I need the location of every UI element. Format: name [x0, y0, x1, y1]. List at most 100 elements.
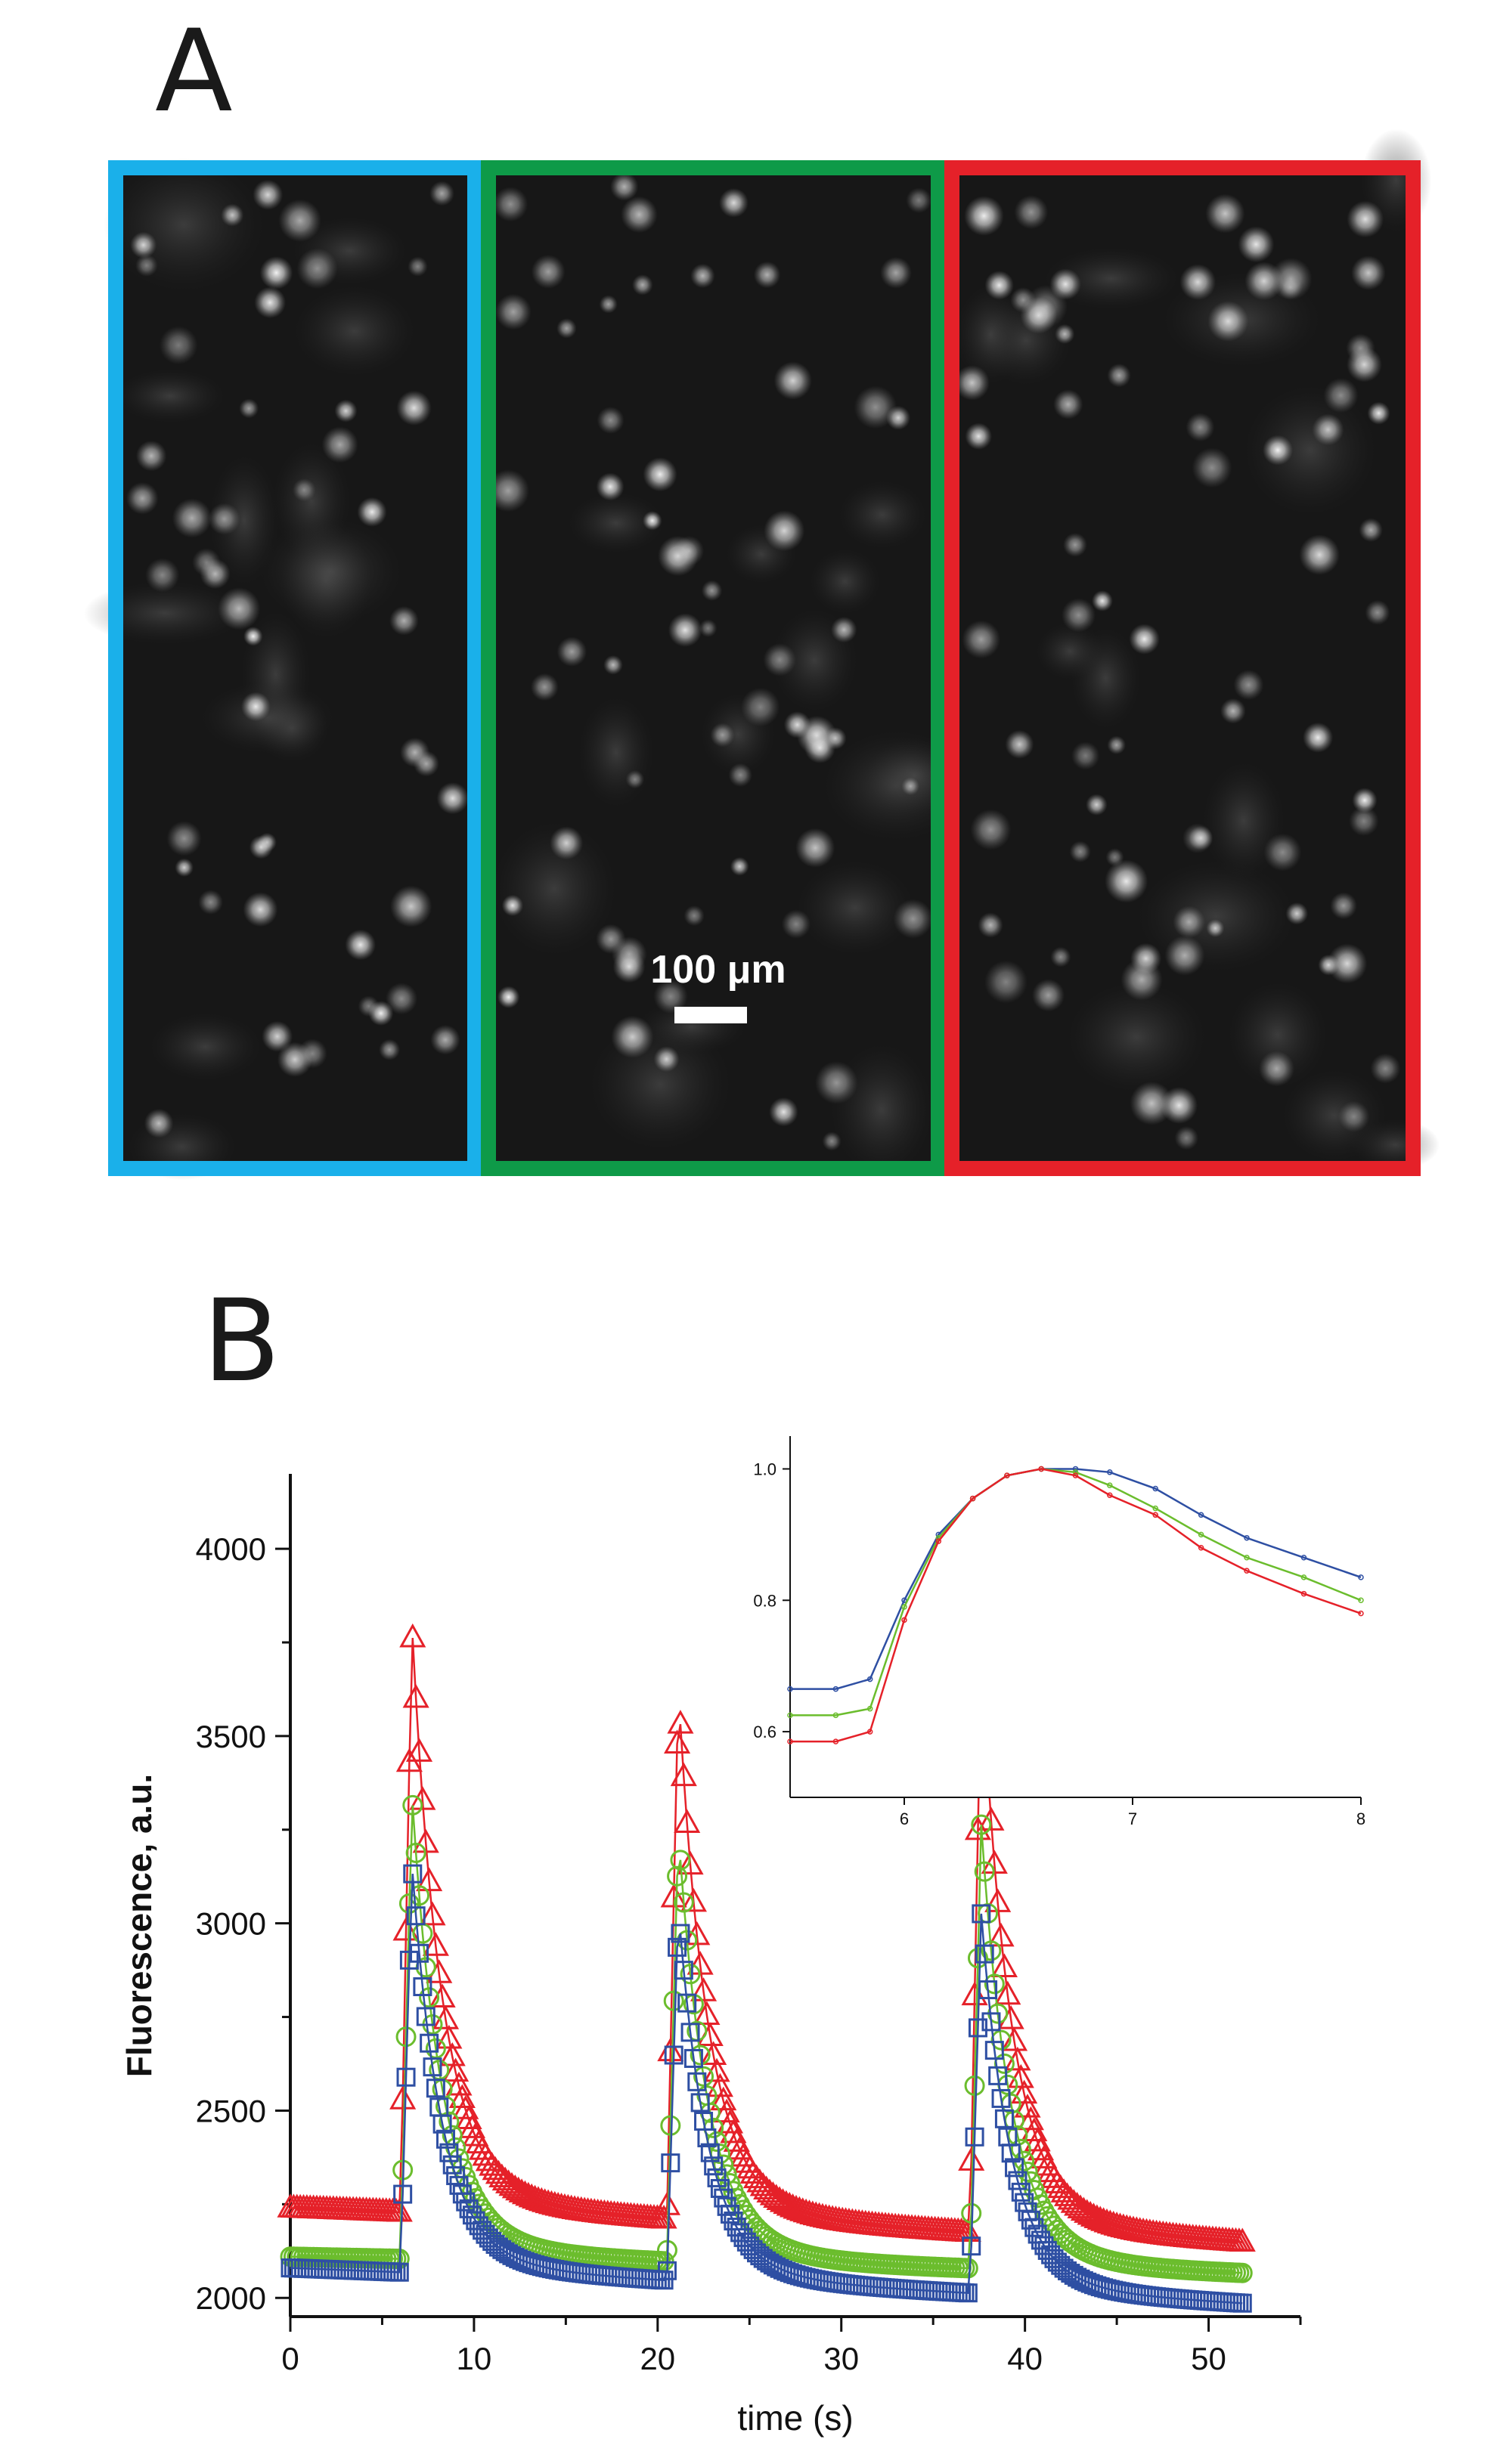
neuron-cell [1032, 979, 1065, 1012]
data-point [393, 2184, 413, 2204]
data-point [1000, 2026, 1028, 2051]
neuron-cell [880, 256, 912, 289]
neuropil-haze [1228, 982, 1327, 1088]
inset-y-tick-label: 1.0 [753, 1460, 776, 1478]
data-point [724, 2211, 743, 2230]
data-point [405, 1843, 426, 1864]
data-point [673, 1892, 694, 1913]
inset-series [787, 1466, 1364, 1744]
data-point [1060, 2189, 1087, 2213]
x-tick-label: 20 [640, 2341, 675, 2376]
inset-point [832, 1712, 839, 1719]
inset-point [935, 1538, 942, 1544]
data-point [1070, 2196, 1097, 2221]
data-point [1005, 2158, 1024, 2178]
y-tick-label: 2000 [196, 2280, 266, 2316]
neuron-cell [753, 261, 781, 289]
data-point [405, 1738, 433, 1762]
inset-point [969, 1495, 976, 1502]
data-point [674, 1961, 693, 1980]
data-point [972, 1904, 991, 1924]
inset-point [1072, 1466, 1079, 1472]
neuron-cell [831, 616, 857, 643]
neuron-cell [166, 821, 202, 856]
neuron-cell [1050, 946, 1071, 967]
neuron-cell [530, 673, 559, 701]
neuron-cell [653, 979, 688, 1014]
neuron-cell [814, 1061, 858, 1104]
data-point [1067, 2194, 1094, 2218]
neuron-cell [781, 909, 811, 939]
data-point [700, 2143, 720, 2162]
data-point [420, 2033, 439, 2053]
neuron-cell [1129, 624, 1160, 655]
neuron-cell [1359, 518, 1383, 542]
neuron-cell [906, 187, 932, 213]
neuropil-haze [810, 549, 880, 614]
inset-line [790, 1468, 1362, 1743]
data-point [690, 2093, 710, 2113]
data-point [1232, 2293, 1252, 2313]
data-point [680, 2023, 700, 2042]
data-point [436, 2129, 456, 2149]
data-point [759, 2181, 786, 2206]
neuron-cell [1186, 413, 1215, 442]
data-point [409, 1885, 430, 1906]
inset-point [1300, 1590, 1307, 1597]
neuron-cell [730, 856, 749, 876]
neuron-cell [1005, 729, 1034, 759]
neuron-cell [596, 472, 625, 501]
inset-point [1300, 1555, 1307, 1561]
neuron-cell [239, 398, 259, 419]
series-line [290, 1874, 1243, 2305]
x-tick-label: 10 [457, 2341, 492, 2376]
neuron-cell [1120, 958, 1163, 1001]
data-point [978, 1806, 1005, 1831]
neuron-cell [978, 912, 1003, 938]
data-point [965, 2127, 984, 2147]
data-point [466, 2211, 485, 2230]
data-point [670, 1762, 697, 1787]
data-point [495, 2169, 522, 2193]
data-point [677, 1850, 704, 1875]
neuron-cell [642, 511, 662, 531]
data-point [1010, 2138, 1031, 2159]
neuron-cell [1130, 1082, 1173, 1125]
data-point [657, 2261, 677, 2280]
data-point [954, 2218, 981, 2243]
neuron-cell [221, 203, 244, 227]
neuron-cell [1259, 1051, 1294, 1087]
neuropil-haze [1244, 385, 1376, 515]
panel-a-letter: A [155, 6, 233, 138]
neuron-cell [1263, 833, 1302, 871]
data-point [1028, 2224, 1047, 2244]
data-point [968, 2018, 987, 2038]
neuropil-haze [492, 822, 616, 955]
neuron-cell [1365, 599, 1390, 625]
data-point [984, 2041, 1004, 2060]
neuropil-haze [1044, 248, 1178, 310]
neuron-cell [1071, 741, 1100, 770]
data-point [429, 1983, 456, 2008]
neuron-cell [710, 723, 735, 748]
neuron-cell [1349, 806, 1379, 837]
neuron-cell [497, 986, 520, 1008]
neuron-cell [763, 643, 797, 676]
neuron-cell [1285, 902, 1309, 925]
data-point [386, 2197, 413, 2222]
frame-border-green [481, 160, 946, 1176]
data-point [690, 1977, 718, 2001]
data-point [1229, 2227, 1256, 2252]
data-point [402, 1794, 423, 1815]
data-point [399, 1950, 419, 1970]
data-point [680, 1887, 707, 1912]
data-point [710, 2178, 730, 2198]
data-point [978, 1980, 998, 2000]
neuron-cell [769, 1097, 798, 1127]
data-point [721, 2204, 740, 2224]
neuron-cell [1330, 892, 1357, 920]
data-point [716, 2109, 744, 2134]
neuron-cell [965, 423, 993, 450]
neuron-cell [611, 1015, 654, 1058]
